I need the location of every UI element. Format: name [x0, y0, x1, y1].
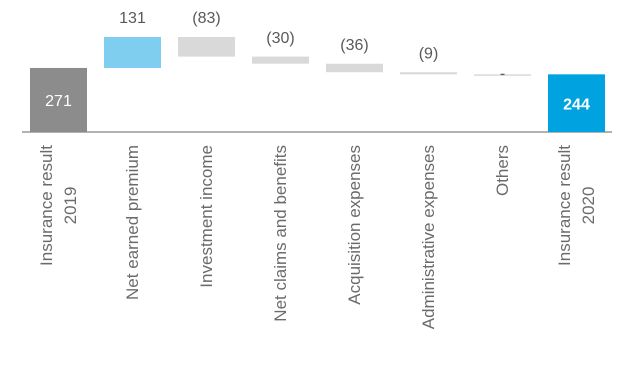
bar	[252, 56, 309, 64]
bar	[104, 37, 161, 68]
category-label: Administrative expenses	[418, 145, 438, 330]
bar	[548, 74, 605, 132]
value-label: (83)	[192, 10, 220, 27]
category-label: Insurance result 2020	[554, 145, 598, 266]
value-label: 271	[45, 93, 72, 110]
value-label: (30)	[266, 30, 294, 47]
bar	[400, 72, 457, 75]
category-label: Others	[492, 145, 512, 197]
category-label: Insurance result 2019	[36, 145, 80, 266]
category-label: Net claims and benefits	[270, 145, 290, 322]
value-label: 131	[119, 10, 146, 27]
category-label: Investment income	[196, 145, 216, 288]
category-label: Acquisition expenses	[344, 145, 364, 305]
bar	[178, 37, 235, 57]
bar	[474, 74, 531, 76]
value-label: (36)	[340, 37, 368, 54]
value-label: -	[500, 66, 505, 83]
bar	[30, 67, 87, 132]
value-label: (9)	[419, 45, 439, 62]
bar	[326, 63, 383, 73]
category-label: Net earned premium	[122, 145, 142, 300]
value-label: 244	[563, 96, 590, 113]
